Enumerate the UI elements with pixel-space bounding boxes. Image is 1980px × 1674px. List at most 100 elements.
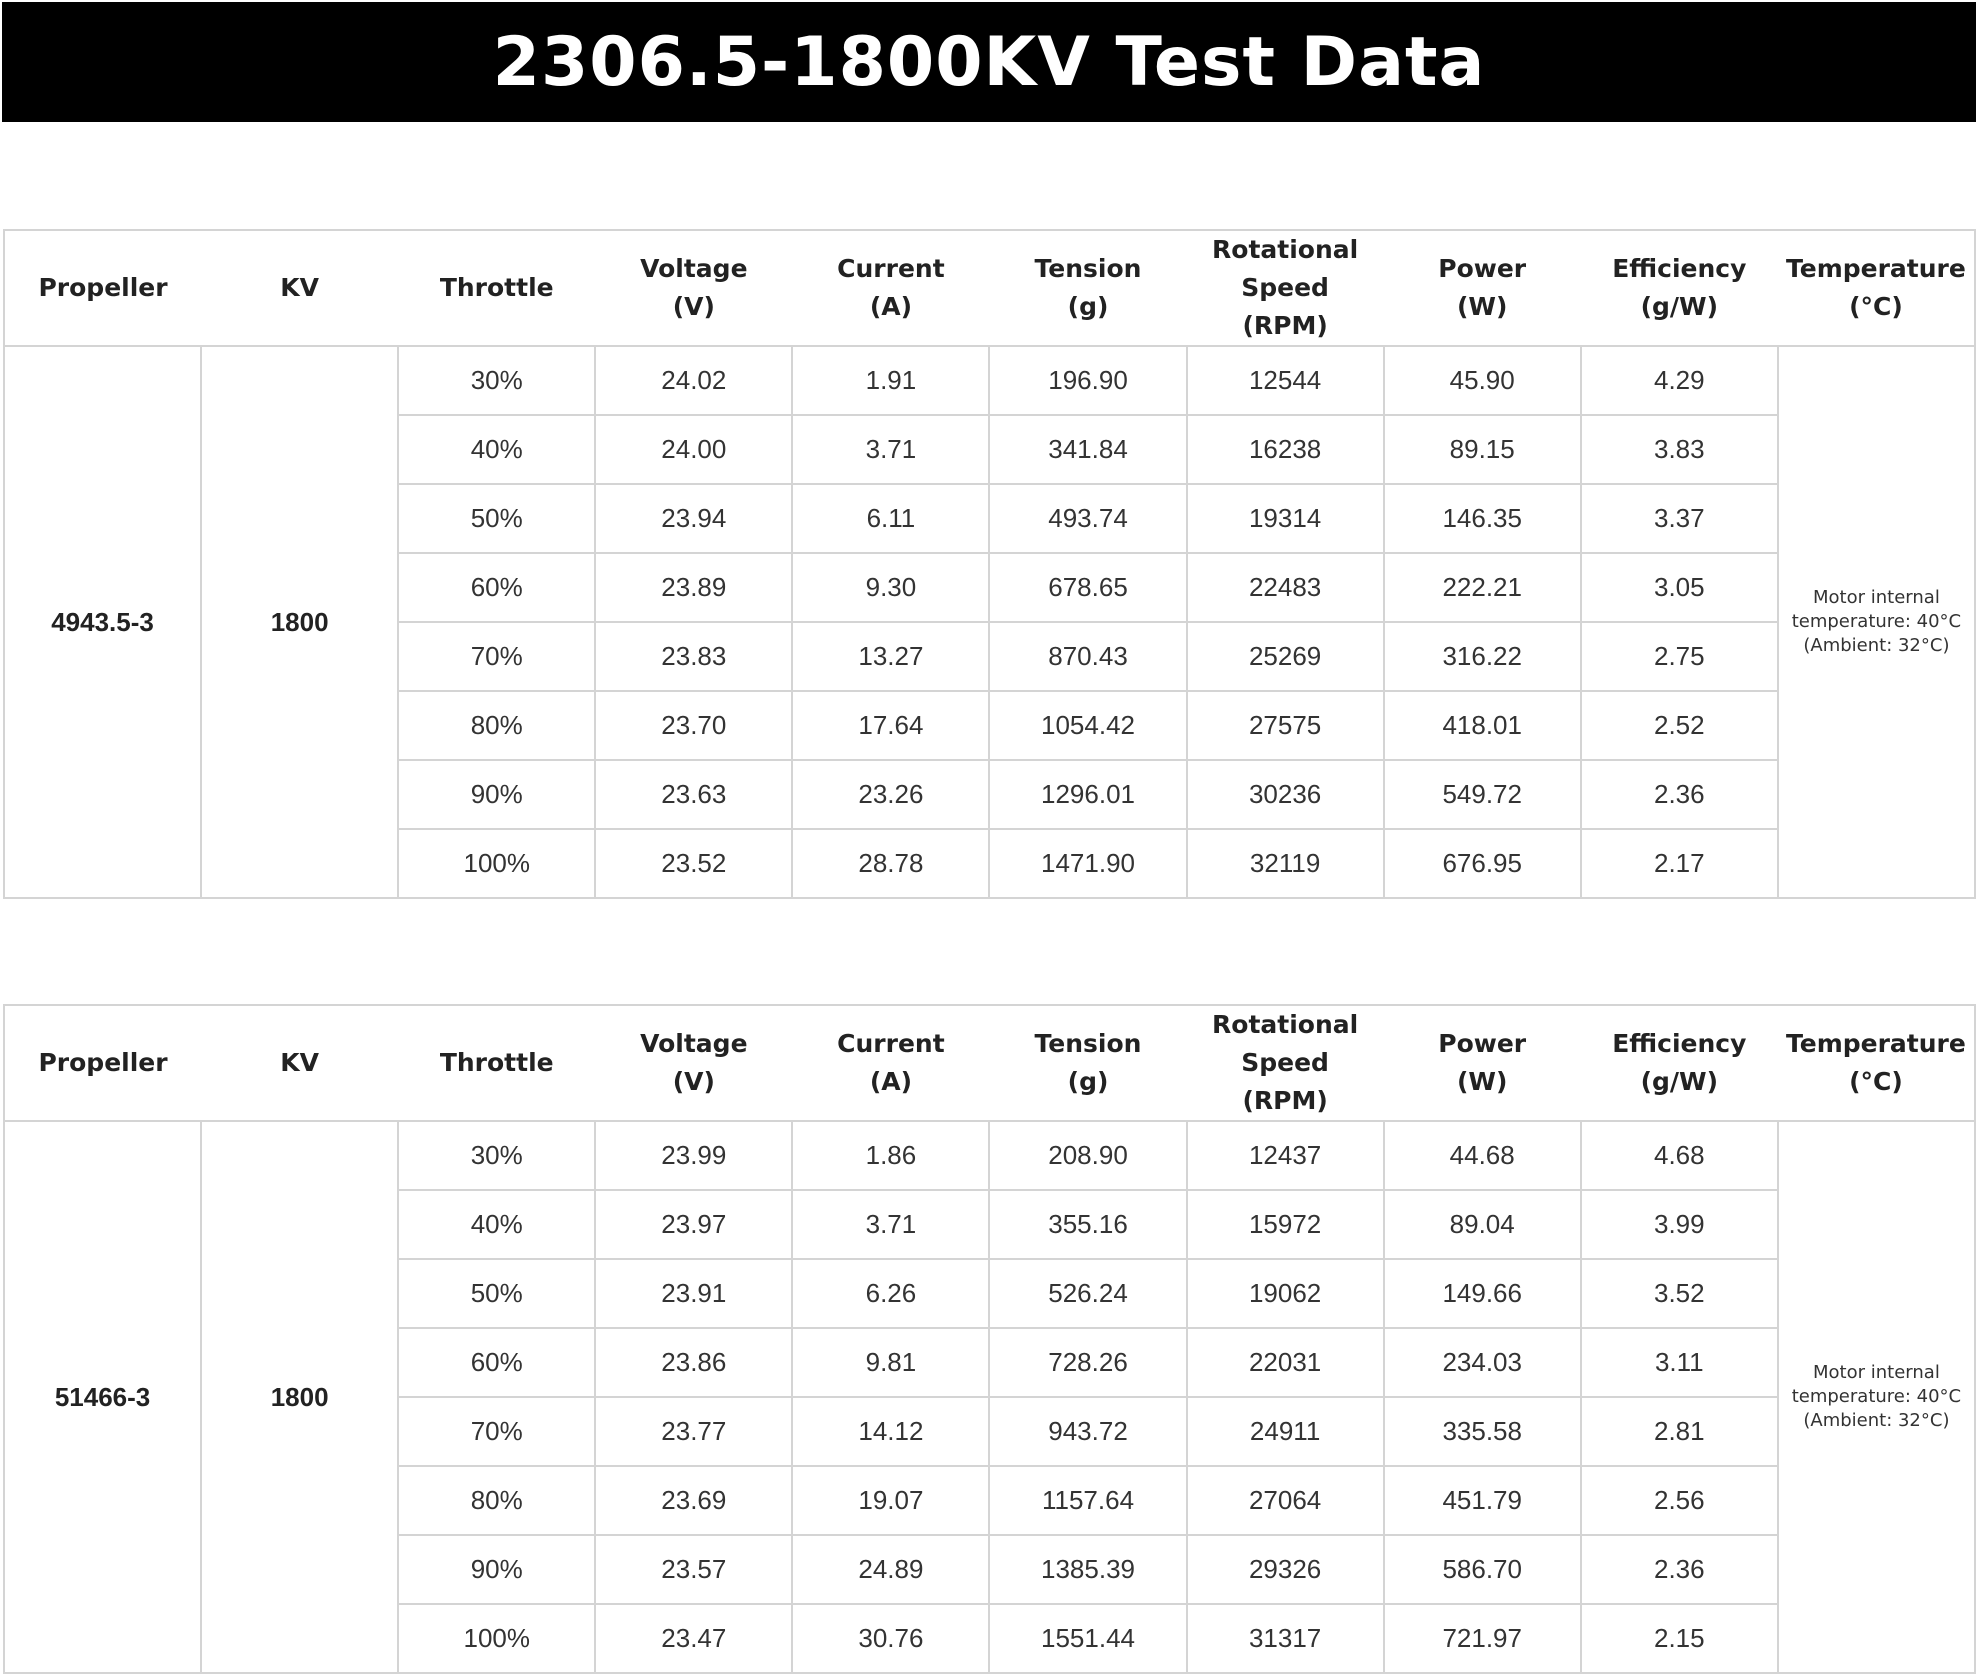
table-row: 60% 23.89 9.30 678.65 22483 222.21 3.05	[4, 552, 1975, 623]
header-row: Propeller KV Throttle Voltage (V) Current (A) T…	[2, 1004, 1977, 1122]
current-cell: 6.26	[791, 1258, 991, 1329]
current-cell: 28.78	[791, 828, 991, 899]
power-cell: 234.03	[1382, 1327, 1582, 1398]
column-header-unit: (g)	[1067, 292, 1109, 321]
throttle-cell: 100%	[397, 828, 597, 899]
power-cell: 222.21	[1382, 552, 1582, 623]
test-data-table-1: Propeller KV Throttle Voltage (V) Current (A) T…	[2, 229, 1977, 899]
column-header-unit: (V)	[672, 292, 715, 321]
power-cell: 676.95	[1382, 828, 1582, 899]
voltage-cell: 23.83	[594, 621, 794, 692]
current-cell: 14.12	[791, 1396, 991, 1467]
propeller-cell: 4943.5-3	[2, 345, 203, 899]
table-row: 80% 23.70 17.64 1054.42 27575 418.01 2.52	[4, 690, 1975, 761]
efficiency-cell: 4.29	[1579, 345, 1779, 416]
column-header-title: Propeller	[38, 273, 168, 302]
column-header-unit: (g)	[1067, 1067, 1109, 1096]
temperature-note: (Ambient: 32°C)	[1803, 1410, 1950, 1431]
rpm-cell: 24911	[1185, 1396, 1385, 1467]
column-header-title: Efficiency	[1612, 1029, 1747, 1058]
efficiency-cell: 3.52	[1579, 1258, 1779, 1329]
power-cell: 451.79	[1382, 1465, 1582, 1536]
power-cell: 335.58	[1382, 1396, 1582, 1467]
column-header-title: Temperature	[1786, 1029, 1966, 1058]
current-cell: 30.76	[791, 1603, 991, 1674]
table-row: 100% 23.52 28.78 1471.90 32119 676.95 2.17	[4, 828, 1975, 899]
column-header: Power (W)	[1383, 1004, 1581, 1122]
power-cell: 89.15	[1382, 414, 1582, 485]
rpm-cell: 22031	[1185, 1327, 1385, 1398]
column-header: Propeller	[2, 229, 202, 347]
table-row: 4943.5-3 1800 30% 24.02 1.91 196.90 12544 45.90…	[2, 345, 1977, 899]
column-header-title: Voltage	[640, 254, 748, 283]
column-header-title: Power	[1438, 1029, 1527, 1058]
efficiency-cell: 2.17	[1579, 828, 1779, 899]
column-header-title: Tension	[1034, 1029, 1142, 1058]
column-header-unit: (g/W)	[1640, 1067, 1719, 1096]
power-cell: 586.70	[1382, 1534, 1582, 1605]
throttle-cell: 30%	[397, 1120, 597, 1191]
throttle-cell: 40%	[397, 1189, 597, 1260]
table-row: 90% 23.57 24.89 1385.39 29326 586.70 2.36	[4, 1534, 1975, 1605]
power-cell: 549.72	[1382, 759, 1582, 830]
column-header: Current (A)	[792, 229, 990, 347]
current-cell: 1.91	[791, 345, 991, 416]
column-header: Voltage (V)	[595, 1004, 793, 1122]
kv-cell: 1800	[200, 345, 400, 899]
column-header-title: Current	[837, 254, 945, 283]
efficiency-cell: 2.36	[1579, 759, 1779, 830]
column-header-title: Throttle	[439, 273, 554, 302]
rpm-cell: 19314	[1185, 483, 1385, 554]
power-cell: 89.04	[1382, 1189, 1582, 1260]
efficiency-cell: 2.15	[1579, 1603, 1779, 1674]
rpm-cell: 30236	[1185, 759, 1385, 830]
rpm-cell: 15972	[1185, 1189, 1385, 1260]
power-cell: 316.22	[1382, 621, 1582, 692]
throttle-cell: 40%	[397, 414, 597, 485]
efficiency-cell: 3.83	[1579, 414, 1779, 485]
current-cell: 19.07	[791, 1465, 991, 1536]
voltage-cell: 23.89	[594, 552, 794, 623]
voltage-cell: 23.57	[594, 1534, 794, 1605]
tension-cell: 526.24	[988, 1258, 1188, 1329]
throttle-cell: 90%	[397, 1534, 597, 1605]
rpm-cell: 27575	[1185, 690, 1385, 761]
column-header-unit: (W)	[1456, 1067, 1508, 1096]
rpm-cell: 25269	[1185, 621, 1385, 692]
header-row: Propeller KV Throttle Voltage (V) Current (A) T…	[2, 229, 1977, 347]
column-header: KV	[201, 229, 399, 347]
column-header: Efficiency (g/W)	[1580, 1004, 1778, 1122]
column-header-title: Throttle	[439, 1048, 554, 1077]
column-header-title: Rotational Speed	[1212, 1010, 1359, 1077]
table-row: 40% 23.97 3.71 355.16 15972 89.04 3.99	[4, 1189, 1975, 1260]
column-header: Current (A)	[792, 1004, 990, 1122]
rpm-cell: 32119	[1185, 828, 1385, 899]
table-row: 50% 23.94 6.11 493.74 19314 146.35 3.37	[4, 483, 1975, 554]
voltage-cell: 23.47	[594, 1603, 794, 1674]
column-header: Temperature (°C)	[1777, 229, 1977, 347]
column-header: Rotational Speed (RPM)	[1186, 1004, 1384, 1122]
column-header-unit: (RPM)	[1242, 311, 1328, 340]
kv-cell: 1800	[200, 1120, 400, 1674]
efficiency-cell: 3.05	[1579, 552, 1779, 623]
power-cell: 418.01	[1382, 690, 1582, 761]
column-header-title: Efficiency	[1612, 254, 1747, 283]
column-header-unit: (A)	[869, 292, 913, 321]
throttle-cell: 60%	[397, 552, 597, 623]
column-header: Voltage (V)	[595, 229, 793, 347]
current-cell: 1.86	[791, 1120, 991, 1191]
tension-cell: 1385.39	[988, 1534, 1188, 1605]
efficiency-cell: 3.37	[1579, 483, 1779, 554]
column-header-unit: (°C)	[1849, 1067, 1903, 1096]
tension-cell: 1157.64	[988, 1465, 1188, 1536]
table-row: 70% 23.77 14.12 943.72 24911 335.58 2.81	[4, 1396, 1975, 1467]
tension-cell: 196.90	[988, 345, 1188, 416]
tension-cell: 1296.01	[988, 759, 1188, 830]
table-row: 80% 23.69 19.07 1157.64 27064 451.79 2.56	[4, 1465, 1975, 1536]
tension-cell: 728.26	[988, 1327, 1188, 1398]
column-header: Tension (g)	[989, 1004, 1187, 1122]
temperature-note: (Ambient: 32°C)	[1803, 635, 1950, 656]
voltage-cell: 23.77	[594, 1396, 794, 1467]
rpm-cell: 19062	[1185, 1258, 1385, 1329]
power-cell: 721.97	[1382, 1603, 1582, 1674]
